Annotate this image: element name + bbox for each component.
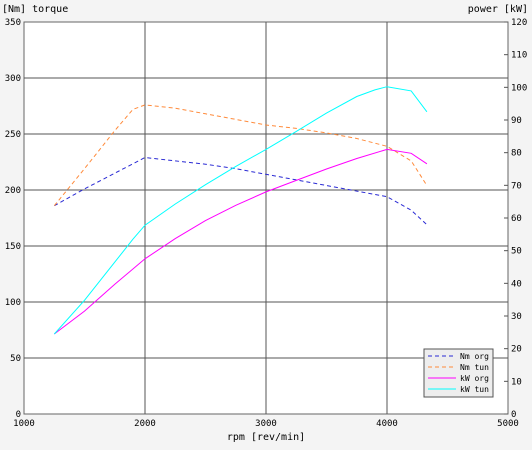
y-left-tick-label: 50: [10, 354, 21, 364]
left-axis-title: [Nm] torque: [2, 4, 68, 15]
y-right-tick-label: 0: [511, 410, 516, 420]
y-left-tick-label: 200: [5, 186, 21, 196]
y-right-tick-label: 50: [511, 247, 522, 257]
y-left-tick-label: 350: [5, 18, 21, 28]
y-right-tick-label: 100: [511, 83, 527, 93]
y-right-tick-label: 70: [511, 181, 522, 191]
legend-label-nm-org: Nm org: [460, 352, 489, 361]
series-line-kw-org: [53, 148, 428, 335]
series-lines: [53, 86, 428, 335]
y-right-tick-label: 10: [511, 377, 522, 387]
legend-entries: Nm org Nm tun kW org kW tun: [428, 352, 489, 394]
y-right-tick-label: 40: [511, 279, 522, 289]
y-right-tick-label: 20: [511, 345, 522, 355]
y-left-tick-label: 150: [5, 242, 21, 252]
y-right-tick-label: 90: [511, 116, 522, 126]
series-line-nm-tun: [53, 104, 428, 207]
y-right-tick-label: 80: [511, 149, 522, 159]
y-right-tick-label: 60: [511, 214, 522, 224]
x-tick-label: 4000: [376, 419, 398, 429]
x-axis-title: rpm [rev/min]: [227, 432, 305, 443]
x-tick-label: 3000: [255, 419, 277, 429]
legend-label-nm-tun: Nm tun: [460, 363, 489, 372]
y-left-tick-label: 300: [5, 74, 21, 84]
tick-labels: 1000 2000 3000 4000 500005010015020025030035…: [5, 18, 528, 429]
x-tick-label: 1000: [13, 419, 35, 429]
legend-label-kw-tun: kW tun: [460, 385, 489, 394]
y-left-tick-label: 0: [16, 410, 21, 420]
series-line-kw-tun: [53, 86, 428, 335]
y-right-tick-label: 30: [511, 312, 522, 322]
right-axis-title: power [kW]: [468, 4, 528, 15]
x-tick-label: 5000: [497, 419, 519, 429]
y-left-tick-label: 100: [5, 298, 21, 308]
x-tick-label: 2000: [134, 419, 156, 429]
y-left-tick-label: 250: [5, 130, 21, 140]
grid: [24, 21, 508, 415]
legend-label-kw-org: kW org: [460, 374, 489, 383]
y-right-tick-label: 110: [511, 51, 527, 61]
legend: Nm org Nm tun kW org kW tun: [423, 348, 494, 398]
y-right-tick-label: 120: [511, 18, 527, 28]
